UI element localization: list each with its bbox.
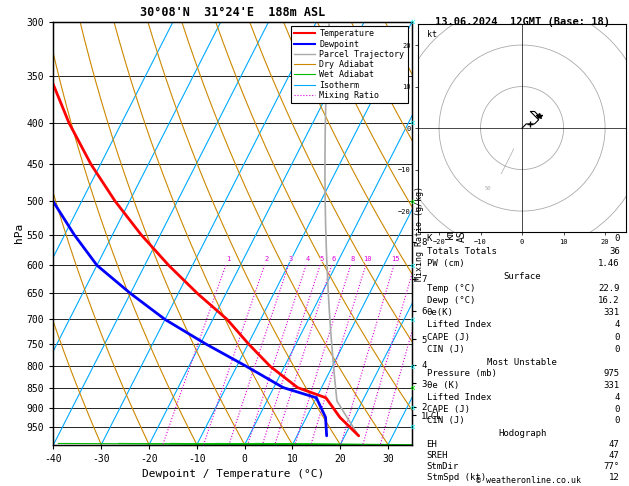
Text: «: « <box>409 118 415 128</box>
Text: CIN (J): CIN (J) <box>426 417 464 425</box>
Text: «: « <box>409 361 415 371</box>
Text: CAPE (J): CAPE (J) <box>426 404 470 414</box>
Text: 36: 36 <box>609 246 620 256</box>
Text: 47: 47 <box>609 451 620 460</box>
Text: «: « <box>409 403 415 413</box>
Text: 0: 0 <box>615 332 620 342</box>
Text: 0: 0 <box>615 404 620 414</box>
Text: © weatheronline.co.uk: © weatheronline.co.uk <box>476 476 581 485</box>
Text: Pressure (mb): Pressure (mb) <box>426 369 496 379</box>
Text: Most Unstable: Most Unstable <box>487 358 557 366</box>
Text: 4: 4 <box>615 393 620 402</box>
Text: 331: 331 <box>603 381 620 390</box>
Text: 975: 975 <box>603 369 620 379</box>
Y-axis label: hPa: hPa <box>14 223 24 243</box>
Text: θe(K): θe(K) <box>426 308 454 317</box>
Legend: Temperature, Dewpoint, Parcel Trajectory, Dry Adiabat, Wet Adiabat, Isotherm, Mi: Temperature, Dewpoint, Parcel Trajectory… <box>291 26 408 103</box>
Text: Dewp (°C): Dewp (°C) <box>426 296 475 305</box>
Text: 15: 15 <box>391 257 400 262</box>
Text: 1: 1 <box>226 257 230 262</box>
Text: Totals Totals: Totals Totals <box>426 246 496 256</box>
Text: CAPE (J): CAPE (J) <box>426 332 470 342</box>
Text: 8: 8 <box>350 257 355 262</box>
Text: kt: kt <box>426 30 437 39</box>
Text: Surface: Surface <box>503 272 541 281</box>
Title: 30°08'N  31°24'E  188m ASL: 30°08'N 31°24'E 188m ASL <box>140 6 325 19</box>
Text: 0: 0 <box>615 234 620 243</box>
Text: 4: 4 <box>615 320 620 330</box>
Text: StmDir: StmDir <box>426 462 459 471</box>
Y-axis label: km
ASL: km ASL <box>445 225 467 242</box>
Text: 10: 10 <box>364 257 372 262</box>
Text: 13.06.2024  12GMT (Base: 18): 13.06.2024 12GMT (Base: 18) <box>435 17 610 27</box>
Text: 22.9: 22.9 <box>598 284 620 293</box>
Text: EH: EH <box>426 440 437 449</box>
Text: Lifted Index: Lifted Index <box>426 320 491 330</box>
Text: θe (K): θe (K) <box>426 381 459 390</box>
Text: K: K <box>426 234 432 243</box>
Text: 47: 47 <box>609 440 620 449</box>
Text: Lifted Index: Lifted Index <box>426 393 491 402</box>
Text: 12: 12 <box>609 473 620 483</box>
Text: 16.2: 16.2 <box>598 296 620 305</box>
Text: «: « <box>409 422 415 432</box>
Text: 2: 2 <box>264 257 269 262</box>
Text: Temp (°C): Temp (°C) <box>426 284 475 293</box>
X-axis label: Dewpoint / Temperature (°C): Dewpoint / Temperature (°C) <box>142 469 324 479</box>
Text: StmSpd (kt): StmSpd (kt) <box>426 473 486 483</box>
Text: «: « <box>409 196 415 206</box>
Text: 4: 4 <box>306 257 310 262</box>
Text: «: « <box>409 382 415 393</box>
Text: 331: 331 <box>603 308 620 317</box>
Text: 77°: 77° <box>603 462 620 471</box>
Text: 5: 5 <box>320 257 324 262</box>
Text: 6: 6 <box>331 257 336 262</box>
Text: «: « <box>409 314 415 325</box>
Text: 0: 0 <box>615 345 620 354</box>
Text: «: « <box>409 17 415 27</box>
Text: «: « <box>409 260 415 270</box>
Text: CIN (J): CIN (J) <box>426 345 464 354</box>
Text: Mixing Ratio (g/kg): Mixing Ratio (g/kg) <box>415 186 424 281</box>
Text: 1.46: 1.46 <box>598 259 620 268</box>
Text: 3: 3 <box>288 257 292 262</box>
Text: 0: 0 <box>615 417 620 425</box>
Text: Hodograph: Hodograph <box>498 429 546 438</box>
Text: SREH: SREH <box>426 451 448 460</box>
Text: PW (cm): PW (cm) <box>426 259 464 268</box>
Text: 50: 50 <box>485 186 491 191</box>
